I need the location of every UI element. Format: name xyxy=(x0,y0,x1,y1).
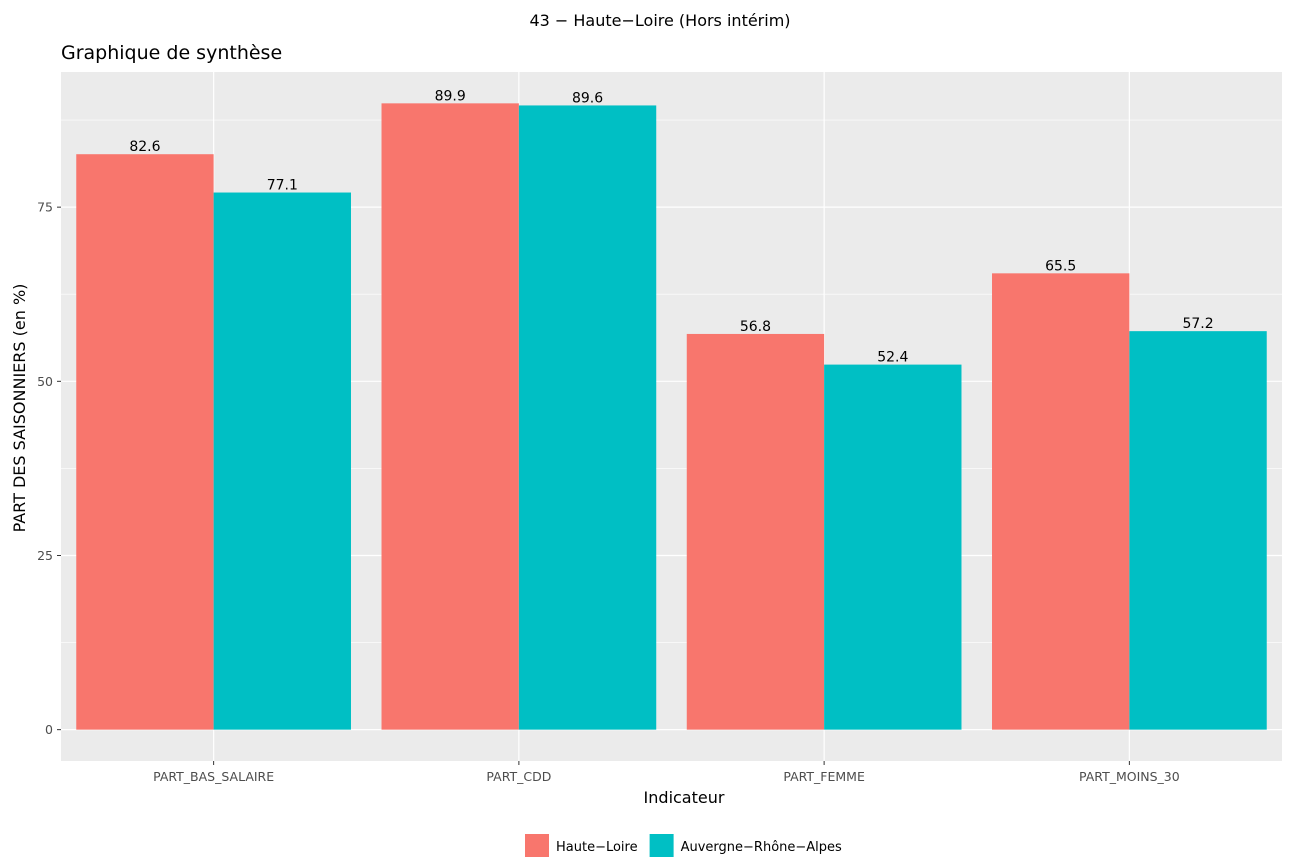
x-tick-label: PART_BAS_SALAIRE xyxy=(153,769,274,784)
bar-value-label: 65.5 xyxy=(1045,258,1076,274)
bar-PART_FEMME-1 xyxy=(824,364,962,730)
bar-PART_BAS_SALAIRE-0 xyxy=(76,154,214,730)
legend-key-0 xyxy=(525,834,549,857)
y-tick-label: 50 xyxy=(37,374,53,389)
chart-title: 43 − Haute−Loire (Hors intérim) xyxy=(529,11,790,30)
bar-value-labels: 82.6 77.1 89.9 89.6 56.8 52.4 65.5 57.2 xyxy=(129,88,1213,365)
bars xyxy=(76,103,1267,730)
bar-value-label: 56.8 xyxy=(740,319,771,335)
bar-value-label: 57.2 xyxy=(1182,316,1213,332)
y-tick-label: 75 xyxy=(37,200,53,215)
bar-PART_FEMME-0 xyxy=(686,333,825,730)
bar-value-label: 89.9 xyxy=(435,88,466,104)
x-tick-label: PART_MOINS_30 xyxy=(1079,769,1180,784)
chart-subtitle: Graphique de synthèse xyxy=(61,42,282,64)
y-axis-title: PART DES SAISONNIERS (en %) xyxy=(10,284,29,533)
x-axis: PART_BAS_SALAIRE PART_CDD PART_FEMME PART_M… xyxy=(153,761,1180,784)
bar-value-label: 89.6 xyxy=(572,90,603,106)
bar-value-label: 52.4 xyxy=(877,350,908,366)
bar-PART_CDD-0 xyxy=(381,103,519,730)
legend: Haute−Loire Auvergne−Rhône−Alpes xyxy=(525,834,842,857)
bar-PART_MOINS_30-1 xyxy=(1129,331,1267,730)
legend-label-1: Auvergne−Rhône−Alpes xyxy=(681,840,842,855)
legend-key-1 xyxy=(649,834,674,857)
bar-value-label: 77.1 xyxy=(267,178,298,194)
bar-PART_CDD-1 xyxy=(518,105,657,730)
x-axis-title: Indicateur xyxy=(644,788,725,807)
y-axis: 0 25 50 75 xyxy=(37,200,61,737)
x-tick-label: PART_FEMME xyxy=(783,769,865,784)
bar-value-label: 82.6 xyxy=(129,139,160,155)
y-tick-label: 25 xyxy=(37,548,53,563)
bar-PART_BAS_SALAIRE-1 xyxy=(213,192,351,730)
x-tick-label: PART_CDD xyxy=(486,769,551,784)
y-tick-label: 0 xyxy=(45,722,53,737)
legend-label-0: Haute−Loire xyxy=(556,840,638,855)
bar-PART_MOINS_30-0 xyxy=(992,273,1130,730)
